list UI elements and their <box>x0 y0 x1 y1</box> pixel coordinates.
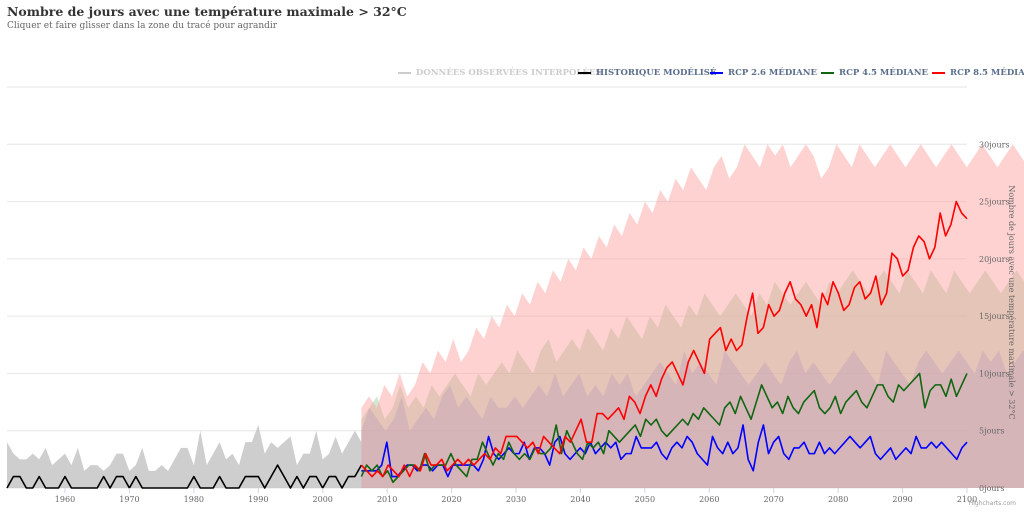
series-line-1 <box>6 464 363 489</box>
chart-subtitle: Cliquer et faire glisser dans la zone du… <box>7 21 278 31</box>
legend-swatch <box>932 72 945 74</box>
x-tick-label: 2010 <box>377 495 397 504</box>
x-tick-label: 2070 <box>764 495 784 504</box>
legend-item-rcp26[interactable]: RCP 2.6 MÉDIANE <box>710 66 817 80</box>
series-line-3 <box>360 372 968 484</box>
legend-item-observed[interactable]: DONNÉES OBSERVÉES INTERPOLÉES <box>398 66 601 80</box>
x-tick-label: 1960 <box>55 495 75 504</box>
legend-item-historical[interactable]: HISTORIQUE MODÉLISÉ <box>578 66 716 80</box>
range-band-3 <box>361 270 1024 488</box>
x-tick-label: 2020 <box>441 495 461 504</box>
legend-label: RCP 4.5 MÉDIANE <box>839 68 929 78</box>
chart-title: Nombre de jours avec une température max… <box>7 4 407 19</box>
legend-item-rcp45[interactable]: RCP 4.5 MÉDIANE <box>821 66 928 80</box>
y-tick-label: 15jours <box>979 312 1010 321</box>
legend-label: RCP 8.5 MÉDIANE <box>950 68 1024 78</box>
y-tick-label: 5jours <box>979 427 1004 436</box>
x-tick-label: 1980 <box>184 495 204 504</box>
legend-swatch <box>578 72 591 74</box>
x-tick-label: 1970 <box>119 495 139 504</box>
x-tick-label: 2100 <box>957 495 977 504</box>
x-tick-label: 2090 <box>892 495 912 504</box>
y-tick-label: 30jours <box>979 140 1010 149</box>
y-tick-label: 0jours <box>979 484 1004 493</box>
x-tick-label: 2060 <box>699 495 719 504</box>
x-tick-label: 1990 <box>248 495 268 504</box>
legend-label: DONNÉES OBSERVÉES INTERPOLÉES <box>416 68 602 78</box>
legend-swatch <box>821 72 834 74</box>
x-tick-label: 2080 <box>828 495 848 504</box>
y-axis-title: Nombre de jours avec une température max… <box>1007 185 1016 419</box>
y-tick-label: 25jours <box>979 198 1010 207</box>
y-tick-label: 10jours <box>979 369 1010 378</box>
legend-swatch <box>398 72 411 74</box>
credits-link[interactable]: Highcharts.com <box>968 500 1016 507</box>
series-line-4 <box>360 200 968 478</box>
legend-label: RCP 2.6 MÉDIANE <box>728 68 818 78</box>
x-tick-label: 2050 <box>635 495 655 504</box>
chart-legend: DONNÉES OBSERVÉES INTERPOLÉES HISTORIQUE… <box>0 66 1024 80</box>
range-band-4 <box>361 144 1024 488</box>
x-tick-label: 2030 <box>506 495 526 504</box>
legend-item-rcp85[interactable]: RCP 8.5 MÉDIANE <box>932 66 1024 80</box>
x-tick-label: 2000 <box>313 495 333 504</box>
legend-swatch <box>710 72 723 74</box>
y-tick-label: 20jours <box>979 255 1010 264</box>
x-tick-label: 2040 <box>570 495 590 504</box>
legend-label: HISTORIQUE MODÉLISÉ <box>596 68 717 78</box>
